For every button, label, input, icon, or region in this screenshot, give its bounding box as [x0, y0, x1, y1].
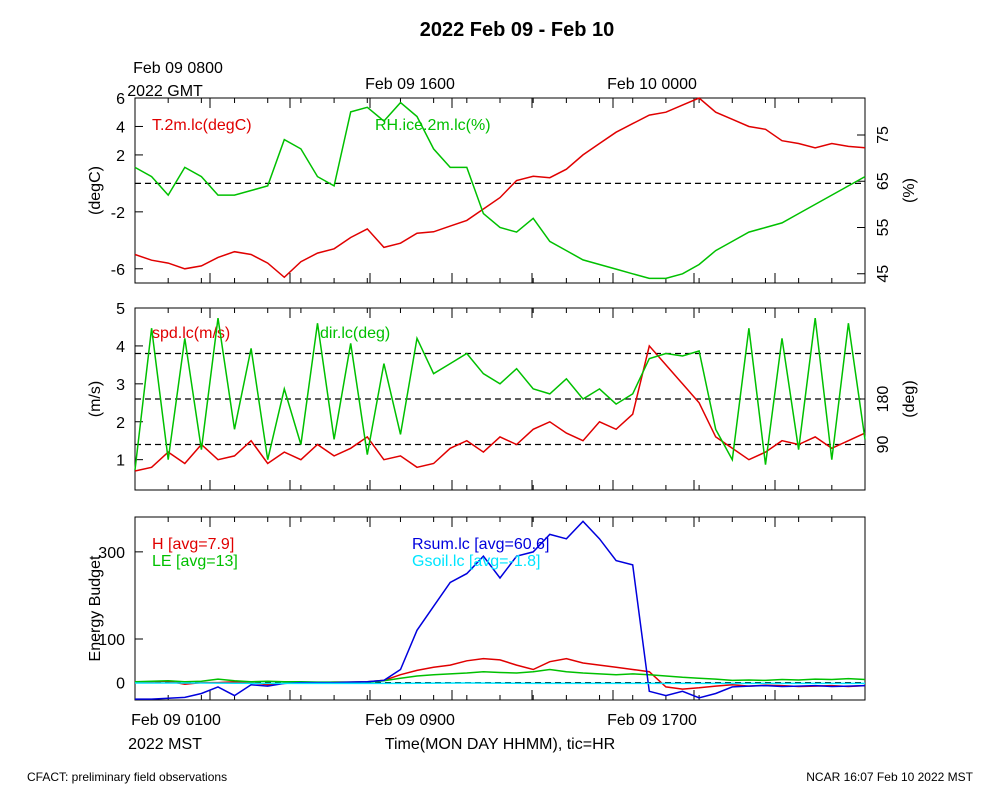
- left-axis-tick-label: -2: [111, 205, 125, 222]
- right-axis-tick-label: 75: [875, 126, 892, 144]
- legend-entry: dir.lc(deg): [320, 325, 390, 342]
- legend-entry: spd.lc(m/s): [152, 325, 230, 342]
- series-line-h: [135, 659, 865, 690]
- top-axis-year-label: 2022 GMT: [127, 83, 203, 100]
- right-axis-label: (deg): [901, 380, 918, 417]
- left-axis-label: (degC): [87, 166, 104, 215]
- left-axis-label: (m/s): [87, 381, 104, 417]
- right-axis-tick-label: 55: [875, 219, 892, 237]
- bottom-axis-tick-label: Feb 09 0900: [365, 712, 455, 729]
- footer-left-note: CFACT: preliminary field observations: [27, 770, 227, 784]
- series-line-le: [135, 670, 865, 683]
- left-axis-tick-label: 4: [116, 339, 125, 356]
- legend-entry: Gsoil.lc [avg=-1.8]: [412, 553, 541, 570]
- legend-entry: H [avg=7.9]: [152, 536, 234, 553]
- left-axis-tick-label: -6: [111, 262, 125, 279]
- left-axis-label: Energy Budget: [87, 555, 104, 661]
- left-axis-tick-label: 2: [116, 415, 125, 432]
- right-axis-tick-label: 65: [875, 172, 892, 190]
- bottom-axis-tick-label: Feb 09 1700: [607, 712, 697, 729]
- series-line-spd: [135, 346, 865, 471]
- right-axis-tick-label: 180: [875, 386, 892, 413]
- right-axis-label: (%): [901, 178, 918, 203]
- x-axis-label: Time(MON DAY HHMM), tic=HR: [385, 736, 615, 753]
- left-axis-tick-label: 3: [116, 377, 125, 394]
- right-axis-tick-label: 90: [875, 436, 892, 454]
- left-axis-tick-label: 1: [116, 453, 125, 470]
- chart-title: 2022 Feb 09 - Feb 10: [420, 19, 615, 41]
- top-axis-tick-label: Feb 10 0000: [607, 76, 697, 93]
- left-axis-tick-label: 6: [116, 91, 125, 108]
- top-axis-tick-label: Feb 09 0800: [133, 60, 223, 77]
- legend-entry: LE [avg=13]: [152, 553, 238, 570]
- legend-entry: Rsum.lc [avg=60.6]: [412, 536, 549, 553]
- top-axis-tick-label: Feb 09 1600: [365, 76, 455, 93]
- legend-entry: RH.ice.2m.lc(%): [375, 117, 491, 134]
- left-axis-tick-label: 0: [116, 676, 125, 693]
- left-axis-tick-label: 2: [116, 148, 125, 165]
- left-axis-tick-label: 5: [116, 301, 125, 318]
- bottom-axis-tick-label: Feb 09 0100: [131, 712, 221, 729]
- legend-entry: T.2m.lc(degC): [152, 117, 252, 134]
- left-axis-tick-label: 4: [116, 119, 125, 136]
- footer-right-note: NCAR 16:07 Feb 10 2022 MST: [806, 770, 973, 784]
- bottom-axis-year-label: 2022 MST: [128, 736, 202, 753]
- right-axis-tick-label: 45: [875, 265, 892, 283]
